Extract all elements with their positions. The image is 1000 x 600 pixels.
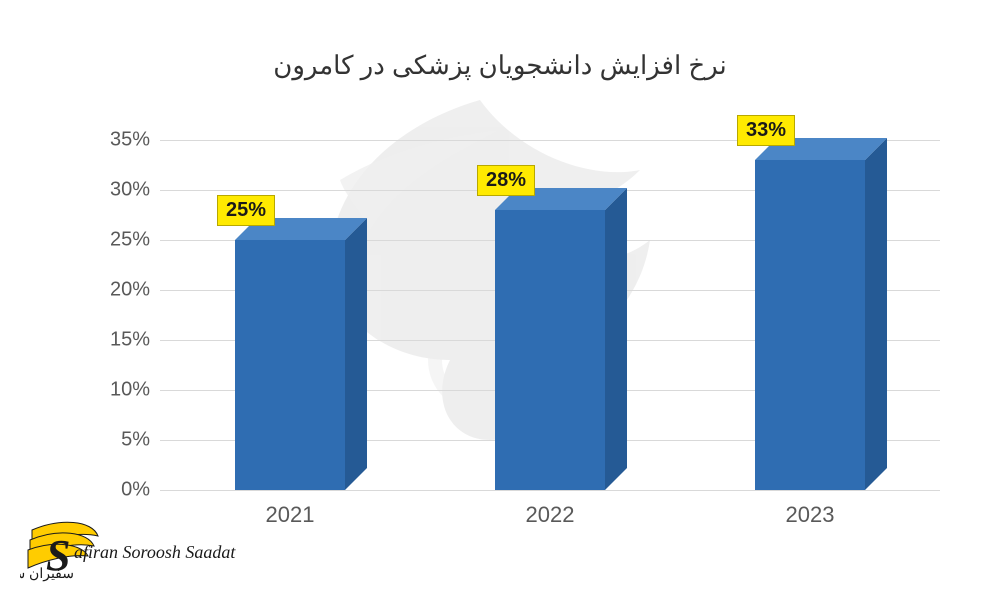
- plot-area: 0%5%10%15%20%25%30%35%25%202128%202233%2…: [160, 140, 940, 490]
- bar-front: [495, 210, 605, 490]
- bar-side: [605, 188, 627, 490]
- x-axis-label: 2022: [490, 502, 610, 528]
- y-axis-label: 5%: [80, 429, 150, 452]
- gridline: [160, 490, 940, 491]
- bar-side: [865, 138, 887, 490]
- x-axis-label: 2023: [750, 502, 870, 528]
- y-axis-label: 35%: [80, 129, 150, 152]
- bar-front: [235, 240, 345, 490]
- y-axis-label: 30%: [80, 179, 150, 202]
- y-axis-label: 15%: [80, 329, 150, 352]
- brand-logo: S afiran Soroosh Saadat سفیران سروش سعاد…: [20, 518, 280, 588]
- bar-value-label: 25%: [217, 195, 275, 226]
- bar-side: [345, 218, 367, 490]
- logo-main-text: afiran Soroosh Saadat: [74, 542, 236, 562]
- bar-value-label: 33%: [737, 115, 795, 146]
- bar: 28%: [495, 188, 627, 490]
- y-axis-label: 20%: [80, 279, 150, 302]
- chart-container: نرخ افزایش دانشجویان پزشکی در کامرون 0%5…: [0, 0, 1000, 600]
- logo-sub-text: سفیران سروش سعادت: [20, 565, 74, 582]
- y-axis-label: 25%: [80, 229, 150, 252]
- y-axis-label: 0%: [80, 479, 150, 502]
- y-axis-label: 10%: [80, 379, 150, 402]
- bar-front: [755, 160, 865, 490]
- bar-value-label: 28%: [477, 165, 535, 196]
- chart-title: نرخ افزایش دانشجویان پزشکی در کامرون: [0, 50, 1000, 81]
- bar: 25%: [235, 218, 367, 490]
- bar: 33%: [755, 138, 887, 490]
